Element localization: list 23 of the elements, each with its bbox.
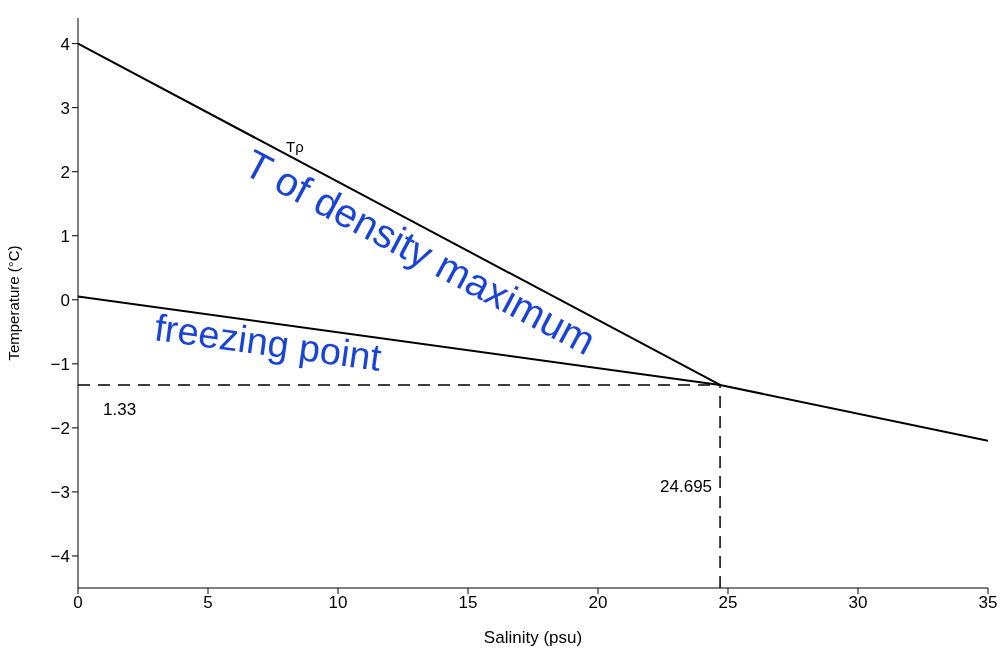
x-axis-title: Salinity (psu) [483, 628, 583, 647]
ref-line-label: 24.695 [660, 477, 713, 497]
x-tick-label: 15 [458, 593, 478, 613]
y-tick-label: 2 [60, 162, 70, 182]
x-tick-label: 0 [73, 593, 83, 613]
x-tick-label: 20 [588, 593, 608, 613]
y-tick-label: 0 [60, 290, 70, 310]
y-tick-label: −3 [50, 482, 70, 502]
annotation: Tρ [286, 138, 304, 156]
y-tick-label: 1 [60, 226, 70, 246]
y-tick-label: −4 [50, 547, 70, 567]
y-tick-label: 3 [60, 98, 70, 118]
x-tick-label: 10 [328, 593, 348, 613]
x-tick-label: 5 [203, 593, 213, 613]
y-tick-label: −1 [50, 354, 70, 374]
x-tick-label: 35 [978, 593, 998, 613]
annotation: 1.33 [103, 399, 137, 419]
y-tick-label: −2 [50, 418, 70, 438]
text: freezing point [152, 306, 385, 380]
x-tick-label: 30 [848, 593, 868, 613]
y-tick-label: 4 [60, 34, 70, 54]
x-tick-label: 25 [718, 593, 738, 613]
y-axis-title: Temperature (°C) [5, 245, 23, 361]
